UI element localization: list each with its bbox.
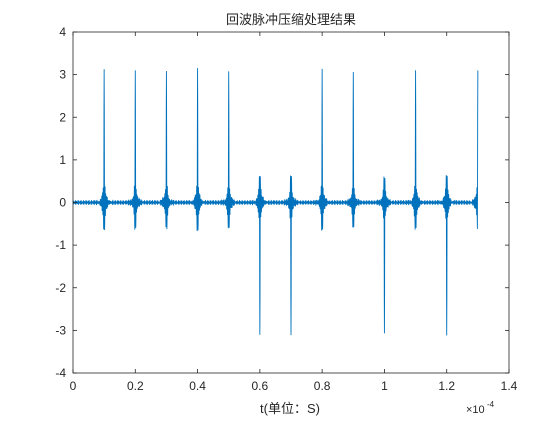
y-tick-label: -3 bbox=[55, 323, 66, 337]
x-exponent-base: ×10 bbox=[466, 404, 485, 416]
data-point bbox=[197, 70, 198, 71]
data-point bbox=[353, 70, 354, 71]
y-tick-label: -1 bbox=[55, 238, 66, 252]
data-point bbox=[384, 334, 385, 335]
x-tick-label: 0.2 bbox=[127, 379, 144, 393]
y-tick-label: 1 bbox=[59, 153, 66, 167]
x-axis-label: t(单位：S) bbox=[260, 401, 320, 416]
axes-layer: 0 0.2 0.4 0.6 0.8 1 1.2 1.4 -4 -3 -2 -1 0 1 2 3 4 bbox=[55, 25, 517, 393]
chart-title: 回波脉冲压缩处理结果 bbox=[226, 12, 356, 27]
data-point bbox=[415, 70, 416, 71]
x-tick-label: 1.4 bbox=[501, 379, 518, 393]
series-line bbox=[72, 68, 479, 336]
x-tick-label: 0.4 bbox=[189, 379, 206, 393]
y-tick-label: 2 bbox=[59, 110, 66, 124]
x-tick-label: 0.8 bbox=[314, 379, 331, 393]
x-exponent-power: -4 bbox=[487, 400, 495, 409]
data-point bbox=[259, 334, 260, 335]
data-point bbox=[166, 70, 167, 71]
x-tick-label: 0 bbox=[70, 379, 77, 393]
y-tick-label: -2 bbox=[55, 281, 66, 295]
x-tick-label: 0.6 bbox=[252, 379, 269, 393]
y-tick-label: 4 bbox=[59, 25, 66, 39]
data-point bbox=[322, 70, 323, 71]
data-point bbox=[228, 70, 229, 71]
data-point bbox=[446, 334, 447, 335]
data-point bbox=[104, 70, 105, 71]
y-tick-label: 3 bbox=[59, 68, 66, 82]
y-tick-label: -4 bbox=[55, 366, 66, 380]
data-point bbox=[477, 70, 478, 71]
x-tick-label: 1 bbox=[381, 379, 388, 393]
y-tick-label: 0 bbox=[59, 196, 66, 210]
data-point bbox=[135, 70, 136, 71]
x-tick-label: 1.2 bbox=[438, 379, 455, 393]
plot-layer bbox=[72, 68, 479, 336]
data-point bbox=[290, 334, 291, 335]
